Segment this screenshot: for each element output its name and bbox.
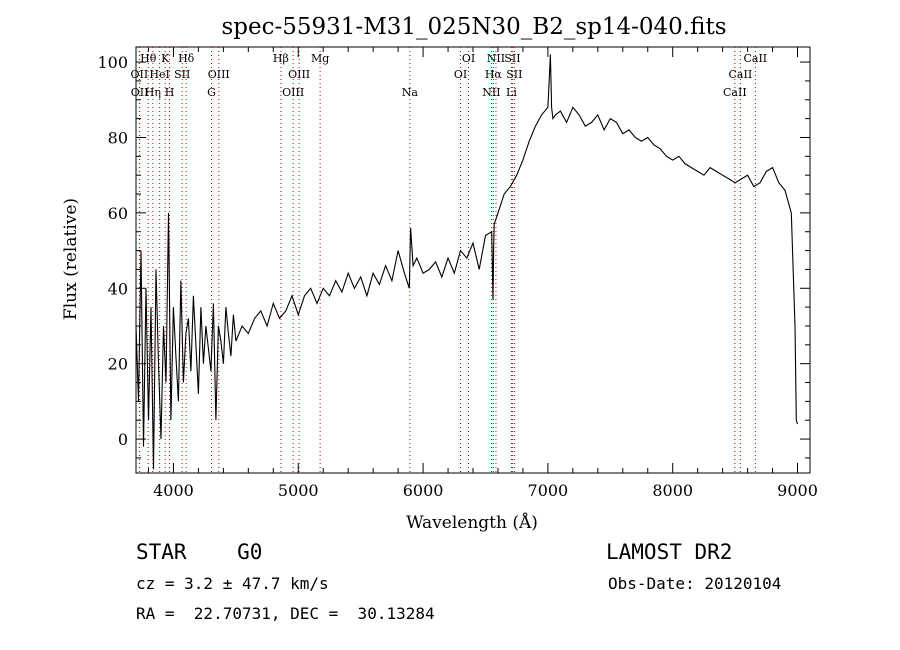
y-tick-label: 40	[108, 279, 128, 298]
y-tick-label: 100	[97, 53, 128, 72]
spectrum-line	[136, 55, 798, 470]
x-tick-label: 6000	[403, 481, 444, 500]
spectral-line-label: Hδ	[178, 52, 195, 65]
plot-area: 4000 5000 6000 7000 8000 9000 0 20 40 60 80 100 Hθ OI…	[97, 47, 817, 500]
spectral-line-label: SII	[504, 52, 520, 65]
coordinates: RA = 22.70731, DEC = 30.13284	[136, 604, 435, 623]
spectral-line-label: OIII	[288, 68, 310, 81]
x-tick-label: 4000	[153, 481, 194, 500]
y-tick-label: 0	[118, 430, 128, 449]
redshift-velocity: cz = 3.2 ± 47.7 km/s	[136, 574, 329, 593]
x-axis-label: Wavelength (Å)	[406, 512, 538, 533]
spectral-line-label: Hθ	[140, 52, 157, 65]
spectral-line-label: Na	[402, 86, 419, 99]
object-class: STAR G0	[136, 540, 262, 564]
plot-frame	[136, 47, 810, 473]
spectral-line-label: SII	[174, 68, 190, 81]
spectral-line-label: SII	[506, 68, 522, 81]
y-axis-label: Flux (relative)	[61, 198, 81, 320]
x-tick-label: 9000	[777, 481, 818, 500]
spectral-line-label: NII	[487, 52, 505, 65]
x-tick-label: 8000	[652, 481, 693, 500]
spectral-line-label: Mg	[311, 52, 329, 65]
spectral-line-label: CaII	[723, 86, 747, 99]
spectral-line-label: Li	[506, 86, 517, 99]
chart-title: spec-55931-M31_025N30_B2_sp14-040.fits	[221, 14, 726, 40]
x-tick-label: 5000	[278, 481, 319, 500]
y-tick-label: 60	[108, 204, 128, 223]
y-tick-label: 80	[108, 128, 128, 147]
spectral-line-label: Hα	[485, 68, 503, 81]
spectral-line-label: G	[207, 86, 216, 99]
spectral-line-label: OI	[462, 52, 475, 65]
observation-date: Obs-Date: 20120104	[608, 574, 781, 593]
spectral-line-label: HeI	[149, 68, 169, 81]
spectral-line-label: OI	[454, 68, 467, 81]
spectral-line-label: NII	[482, 86, 500, 99]
x-tick-label: 7000	[528, 481, 569, 500]
spectral-line-label: OIII	[282, 86, 304, 99]
spectral-line-label: Hβ	[273, 52, 289, 65]
spectral-line-label: H	[165, 86, 175, 99]
spectral-line-label: Hη	[145, 86, 161, 99]
spectral-line-label: CaII	[729, 68, 753, 81]
y-tick-label: 20	[108, 355, 128, 374]
spectral-line-label: CaII	[743, 52, 767, 65]
spectral-line-label: K	[161, 52, 170, 65]
survey-name: LAMOST DR2	[606, 540, 732, 564]
